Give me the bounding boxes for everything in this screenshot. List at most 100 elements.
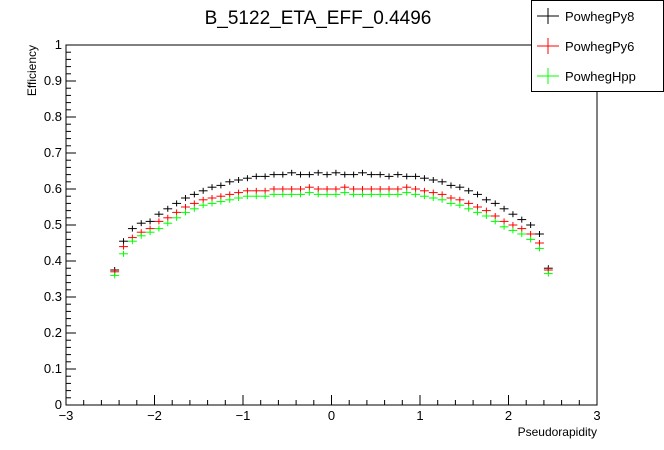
- data-point: [234, 189, 243, 196]
- data-point: [225, 178, 235, 185]
- data-point: [446, 182, 456, 189]
- data-point: [464, 205, 474, 212]
- y-tick-label: 0.9: [44, 73, 62, 88]
- data-point: [384, 186, 394, 192]
- data-point: [322, 191, 332, 198]
- y-tick-label: 0.6: [44, 181, 62, 196]
- data-point: [181, 195, 190, 201]
- data-point: [331, 186, 341, 192]
- data-point: [234, 195, 243, 201]
- legend-label: PowhegHpp: [565, 69, 636, 84]
- data-point: [490, 200, 500, 207]
- y-tick-label: 0.1: [44, 361, 62, 376]
- data-point: [145, 229, 155, 236]
- data-point: [181, 204, 190, 210]
- data-point: [313, 191, 323, 198]
- legend-label: PowhegPy8: [565, 9, 634, 24]
- data-point: [296, 186, 305, 192]
- data-point: [127, 225, 137, 232]
- data-point: [287, 191, 297, 198]
- data-point: [304, 184, 314, 191]
- data-point: [340, 189, 350, 196]
- data-point: [384, 173, 394, 180]
- data-point: [243, 175, 252, 182]
- y-tick-label: 0.7: [44, 145, 62, 160]
- data-point: [358, 191, 367, 198]
- x-tick-label: −1: [236, 408, 251, 423]
- x-tick-label: −3: [59, 408, 74, 423]
- data-point: [340, 171, 350, 178]
- x-tick-label: 2: [505, 408, 512, 423]
- data-point: [198, 202, 208, 209]
- data-point: [304, 189, 314, 196]
- x-tick-label: 3: [593, 408, 600, 423]
- data-point: [349, 186, 359, 192]
- data-point: [216, 198, 226, 205]
- data-point: [322, 171, 332, 178]
- data-point: [366, 171, 376, 178]
- data-point: [508, 222, 518, 228]
- data-point: [278, 191, 288, 198]
- data-point: [154, 218, 164, 225]
- data-point: [154, 225, 164, 232]
- data-point: [287, 169, 297, 176]
- x-tick-label: 1: [416, 408, 423, 423]
- data-point: [420, 175, 429, 182]
- data-point: [198, 196, 208, 203]
- x-tick-label: −2: [147, 408, 162, 423]
- data-point: [517, 225, 527, 232]
- data-point: [278, 186, 288, 192]
- data-point: [481, 207, 491, 214]
- data-point: [207, 184, 217, 191]
- x-tick-label: 0: [328, 408, 335, 423]
- data-point: [207, 200, 217, 207]
- data-points: [110, 169, 553, 279]
- y-tick-label: 0.4: [44, 253, 62, 268]
- data-point: [517, 231, 527, 237]
- data-point: [189, 200, 199, 207]
- y-tick-label: 0.8: [44, 109, 62, 124]
- data-point: [181, 209, 190, 216]
- data-point: [428, 195, 438, 201]
- data-point: [411, 173, 420, 180]
- data-point: [455, 196, 465, 203]
- data-point: [535, 231, 544, 237]
- data-point: [473, 191, 482, 198]
- data-point: [189, 191, 199, 198]
- data-point: [375, 186, 385, 192]
- data-point: [446, 195, 456, 201]
- data-point: [437, 178, 447, 185]
- data-point: [119, 238, 128, 245]
- y-tick-label: 1: [55, 37, 62, 52]
- data-point: [473, 204, 482, 210]
- data-point: [251, 187, 261, 194]
- y-axis-label: Efficiency: [25, 45, 39, 96]
- data-point: [216, 182, 226, 189]
- legend-entry: PowhegHpp: [537, 68, 636, 84]
- data-point: [269, 191, 279, 198]
- data-point: [402, 184, 412, 191]
- data-point: [481, 213, 491, 219]
- legend-entry: PowhegPy8: [537, 8, 634, 24]
- data-point: [145, 218, 155, 225]
- data-point: [393, 186, 403, 192]
- data-point: [375, 191, 385, 198]
- data-point: [535, 240, 544, 246]
- data-point: [358, 169, 367, 176]
- data-point: [402, 173, 412, 180]
- data-point: [393, 191, 403, 198]
- data-point: [420, 193, 429, 200]
- data-point: [110, 272, 120, 279]
- data-point: [269, 171, 279, 178]
- data-point: [154, 211, 164, 218]
- data-point: [446, 200, 456, 207]
- data-point: [304, 171, 314, 178]
- data-point: [127, 238, 137, 245]
- data-point: [119, 250, 128, 257]
- series-PowhegPy6: [110, 184, 553, 275]
- data-point: [481, 196, 491, 203]
- series-PowhegHpp: [110, 189, 553, 279]
- data-point: [490, 213, 500, 219]
- data-point: [464, 187, 474, 194]
- data-point: [251, 193, 261, 200]
